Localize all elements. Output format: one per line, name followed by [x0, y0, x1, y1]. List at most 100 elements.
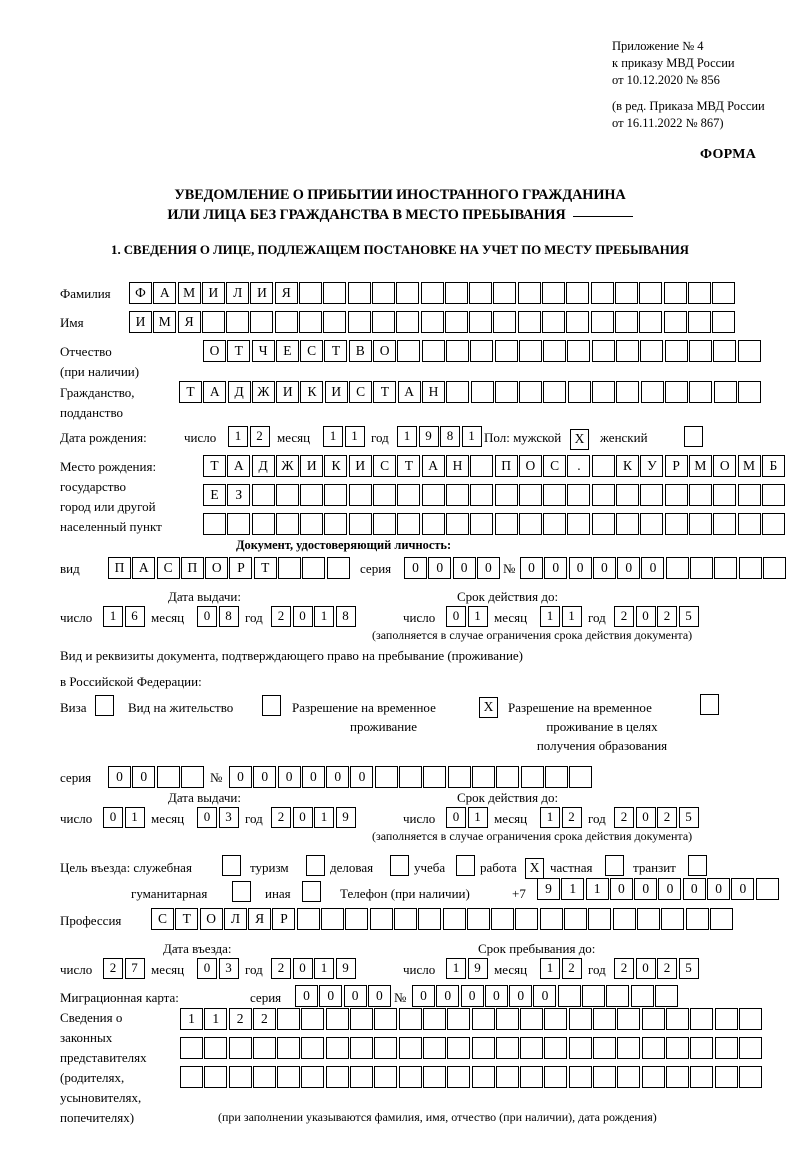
char-cell[interactable]: 0 — [292, 958, 313, 979]
char-cell[interactable]: Т — [227, 340, 251, 362]
char-cell[interactable] — [226, 311, 250, 333]
char-cell[interactable] — [544, 1066, 568, 1088]
char-cell[interactable]: Ж — [251, 381, 275, 403]
char-cell[interactable] — [227, 513, 251, 535]
char-cell[interactable] — [204, 1037, 228, 1059]
char-cell[interactable] — [591, 455, 615, 477]
char-cell[interactable]: К — [300, 381, 324, 403]
char-cell[interactable] — [641, 1066, 665, 1088]
char-cell[interactable]: С — [373, 455, 397, 477]
char-cell[interactable] — [714, 1008, 738, 1030]
char-cell[interactable]: 1 — [561, 878, 585, 900]
char-cell[interactable] — [494, 381, 518, 403]
char-cell[interactable] — [277, 1066, 301, 1088]
char-cell[interactable]: 1 — [323, 426, 343, 447]
char-cell[interactable] — [374, 1066, 398, 1088]
char-cell[interactable] — [755, 878, 779, 900]
char-cell[interactable] — [275, 513, 299, 535]
char-cell[interactable] — [444, 282, 468, 304]
char-cell[interactable]: 0 — [641, 557, 665, 579]
char-cell[interactable] — [301, 1037, 325, 1059]
char-cell[interactable]: 9 — [467, 958, 488, 979]
char-cell[interactable] — [250, 311, 274, 333]
char-cell[interactable] — [397, 484, 421, 506]
char-cell[interactable]: А — [397, 381, 421, 403]
char-cell[interactable] — [664, 484, 688, 506]
char-cell[interactable] — [630, 985, 654, 1007]
char-cell[interactable] — [663, 282, 687, 304]
purpose-tourism-box[interactable] — [306, 855, 325, 876]
char-cell[interactable]: С — [543, 455, 567, 477]
char-cell[interactable] — [201, 311, 225, 333]
purpose-transit-box[interactable] — [688, 855, 707, 876]
temp-edu-box[interactable] — [700, 694, 719, 715]
char-cell[interactable] — [687, 282, 711, 304]
char-cell[interactable] — [396, 282, 420, 304]
char-cell[interactable] — [444, 311, 468, 333]
char-cell[interactable]: А — [153, 282, 177, 304]
char-cell[interactable] — [690, 1037, 714, 1059]
char-cell[interactable] — [543, 513, 567, 535]
char-cell[interactable] — [641, 1037, 665, 1059]
char-cell[interactable] — [520, 766, 544, 788]
char-cell[interactable] — [617, 1037, 641, 1059]
char-cell[interactable] — [252, 1066, 276, 1088]
char-cell[interactable]: О — [373, 340, 397, 362]
char-cell[interactable]: 2 — [657, 807, 677, 828]
char-cell[interactable] — [324, 484, 348, 506]
char-cell[interactable] — [515, 908, 539, 930]
char-cell[interactable] — [325, 1037, 349, 1059]
purpose-study-box[interactable] — [456, 855, 475, 876]
char-cell[interactable] — [156, 766, 180, 788]
char-cell[interactable] — [301, 1066, 325, 1088]
char-cell[interactable] — [568, 1066, 592, 1088]
char-cell[interactable] — [347, 311, 371, 333]
char-cell[interactable] — [325, 1008, 349, 1030]
char-cell[interactable] — [664, 381, 688, 403]
char-cell[interactable] — [493, 282, 517, 304]
char-cell[interactable] — [277, 1008, 301, 1030]
char-cell[interactable]: 8 — [440, 426, 460, 447]
char-cell[interactable]: 0 — [343, 985, 367, 1007]
char-cell[interactable]: 0 — [446, 606, 466, 627]
char-cell[interactable]: И — [324, 381, 348, 403]
char-cell[interactable] — [661, 908, 685, 930]
char-cell[interactable] — [203, 513, 226, 535]
char-cell[interactable]: 0 — [707, 878, 731, 900]
char-cell[interactable]: 8 — [335, 606, 356, 627]
char-cell[interactable] — [495, 1066, 519, 1088]
char-cell[interactable] — [494, 513, 518, 535]
char-cell[interactable]: И — [276, 381, 300, 403]
char-cell[interactable] — [447, 766, 471, 788]
purpose-study-checkbox[interactable] — [456, 855, 475, 876]
char-cell[interactable] — [471, 1066, 495, 1088]
visa-checkbox[interactable] — [95, 695, 114, 716]
char-cell[interactable] — [374, 1008, 398, 1030]
char-cell[interactable]: 0 — [731, 878, 755, 900]
char-cell[interactable] — [296, 908, 320, 930]
char-cell[interactable]: 0 — [277, 766, 301, 788]
char-cell[interactable] — [397, 513, 421, 535]
char-cell[interactable]: И — [348, 455, 372, 477]
char-cell[interactable] — [471, 1008, 495, 1030]
char-cell[interactable] — [350, 1008, 374, 1030]
char-cell[interactable] — [495, 1008, 519, 1030]
char-cell[interactable] — [470, 455, 494, 477]
char-cell[interactable]: Т — [203, 455, 226, 477]
char-cell[interactable] — [350, 1066, 374, 1088]
char-cell[interactable]: В — [348, 340, 372, 362]
char-cell[interactable]: Р — [229, 557, 253, 579]
char-cell[interactable]: 1 — [585, 878, 609, 900]
char-cell[interactable]: Т — [397, 455, 421, 477]
char-cell[interactable] — [373, 484, 397, 506]
